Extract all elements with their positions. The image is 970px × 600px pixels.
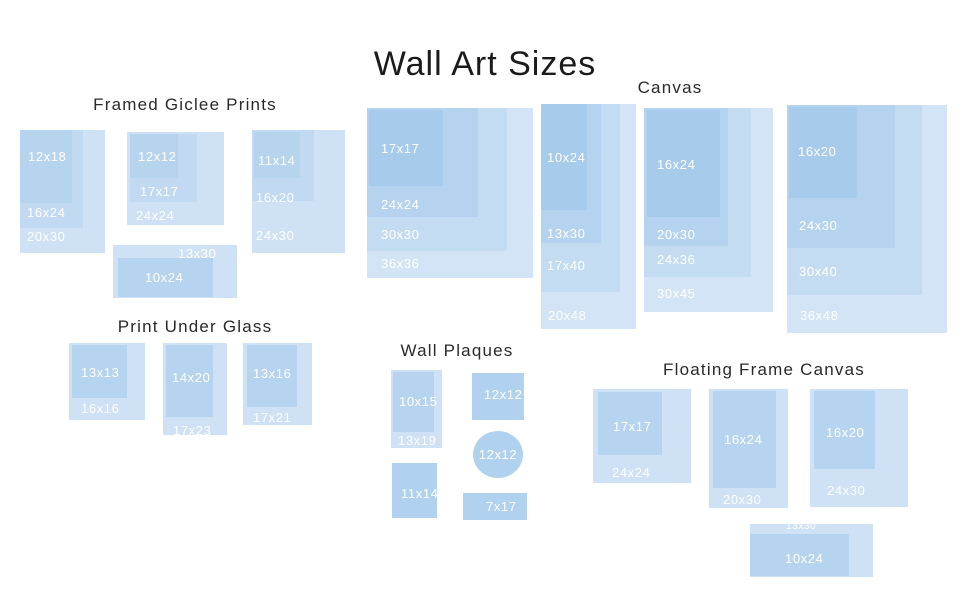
size-label-floating-frame-canvas-24x30: 24x30 — [827, 483, 866, 498]
size-rect-wall-plaques-10x15 — [393, 372, 434, 432]
size-label-canvas-36x48: 36x48 — [800, 308, 839, 323]
size-rect-print-under-glass-14x20 — [166, 345, 213, 417]
section-heading-floating-frame-canvas: Floating Frame Canvas — [663, 360, 865, 379]
size-label-canvas-17x40: 17x40 — [547, 258, 586, 273]
size-rect-canvas-10x24 — [541, 104, 587, 210]
size-label-floating-frame-canvas-13x30: 13x30 — [786, 521, 817, 532]
size-label-framed-giclee-prints-12x18: 12x18 — [28, 149, 67, 164]
size-label-framed-giclee-prints-11x14: 11x14 — [258, 153, 296, 168]
section-heading-canvas: Canvas — [637, 78, 703, 97]
size-label-framed-giclee-prints-20x30: 20x30 — [27, 229, 66, 244]
size-label-framed-giclee-prints-17x17: 17x17 — [140, 184, 179, 199]
size-rect-canvas-17x17 — [369, 110, 443, 186]
section-heading-print-under-glass: Print Under Glass — [117, 317, 273, 336]
size-rect-print-under-glass-13x16 — [247, 345, 297, 407]
size-label-print-under-glass-13x13: 13x13 — [81, 365, 120, 380]
size-label-canvas-20x30: 20x30 — [657, 227, 696, 242]
size-label-wall-plaques-7x17: 7x17 — [486, 499, 517, 514]
size-rect-wall-plaques-12x12 — [472, 373, 524, 420]
size-label-framed-giclee-prints-16x24: 16x24 — [27, 205, 66, 220]
size-label-print-under-glass-17x23: 17x23 — [173, 423, 212, 438]
size-rect-print-under-glass-13x13 — [72, 345, 127, 398]
size-label-canvas-20x48: 20x48 — [548, 308, 587, 323]
size-rect-wall-plaques-7x17 — [463, 493, 527, 520]
size-label-framed-giclee-prints-24x30: 24x30 — [256, 228, 295, 243]
size-label-canvas-24x36: 24x36 — [657, 252, 696, 267]
size-label-canvas-17x17: 17x17 — [381, 141, 420, 156]
size-label-wall-plaques-11x14: 11x14 — [401, 486, 439, 501]
size-label-canvas-30x30: 30x30 — [381, 227, 420, 242]
size-label-canvas-10x24: 10x24 — [547, 150, 586, 165]
size-label-floating-frame-canvas-16x20: 16x20 — [826, 425, 865, 440]
size-label-canvas-24x24: 24x24 — [381, 197, 420, 212]
size-rect-floating-frame-canvas-17x17 — [598, 392, 662, 455]
size-rect-floating-frame-canvas-16x20 — [814, 391, 875, 469]
size-rect-framed-giclee-prints-11x14 — [254, 132, 300, 178]
size-label-framed-giclee-prints-16x20: 16x20 — [256, 190, 295, 205]
size-label-canvas-30x40: 30x40 — [799, 264, 838, 279]
size-rect-framed-giclee-prints-12x12 — [130, 134, 178, 178]
size-label-wall-plaques-10x15: 10x15 — [399, 394, 438, 409]
size-rect-floating-frame-canvas-10x24 — [750, 534, 849, 576]
size-label-print-under-glass-13x16: 13x16 — [253, 366, 292, 381]
size-label-canvas-13x30: 13x30 — [547, 226, 586, 241]
section-heading-framed-giclee-prints: Framed Giclee Prints — [93, 95, 277, 114]
size-label-floating-frame-canvas-20x30: 20x30 — [723, 492, 762, 507]
size-rect-framed-giclee-prints-12x18 — [20, 130, 72, 203]
size-label-canvas-24x30: 24x30 — [799, 218, 838, 233]
size-label-floating-frame-canvas-16x24: 16x24 — [724, 432, 763, 447]
size-rect-framed-giclee-prints-10x24 — [118, 258, 213, 297]
size-label-wall-plaques-13x19: 13x19 — [398, 433, 437, 448]
size-label-print-under-glass-14x20: 14x20 — [172, 370, 211, 385]
size-circle-wall-plaques-12x12 — [473, 431, 523, 478]
size-rect-canvas-16x24 — [647, 110, 720, 217]
size-label-floating-frame-canvas-24x24: 24x24 — [612, 465, 651, 480]
size-label-wall-plaques-12x12: 12x12 — [478, 446, 518, 462]
size-label-print-under-glass-17x21: 17x21 — [253, 410, 292, 425]
size-label-framed-giclee-prints-10x24: 10x24 — [145, 270, 184, 285]
size-label-wall-plaques-12x12: 12x12 — [484, 387, 523, 402]
size-label-framed-giclee-prints-12x12: 12x12 — [138, 149, 177, 164]
size-label-print-under-glass-16x16: 16x16 — [81, 401, 120, 416]
size-label-framed-giclee-prints-24x24: 24x24 — [136, 208, 175, 223]
page-title: Wall Art Sizes — [373, 45, 597, 83]
size-label-floating-frame-canvas-17x17: 17x17 — [613, 419, 652, 434]
size-rect-canvas-16x20 — [789, 107, 857, 198]
size-label-floating-frame-canvas-10x24: 10x24 — [785, 551, 824, 566]
size-rect-wall-plaques-11x14 — [392, 463, 437, 518]
size-label-canvas-30x45: 30x45 — [657, 286, 696, 301]
size-label-canvas-36x36: 36x36 — [381, 256, 420, 271]
size-label-framed-giclee-prints-13x30: 13x30 — [178, 246, 217, 261]
size-label-canvas-16x20: 16x20 — [798, 144, 837, 159]
section-heading-wall-plaques: Wall Plaques — [400, 341, 514, 360]
size-label-canvas-16x24: 16x24 — [657, 157, 696, 172]
size-rect-floating-frame-canvas-16x24 — [713, 391, 776, 488]
